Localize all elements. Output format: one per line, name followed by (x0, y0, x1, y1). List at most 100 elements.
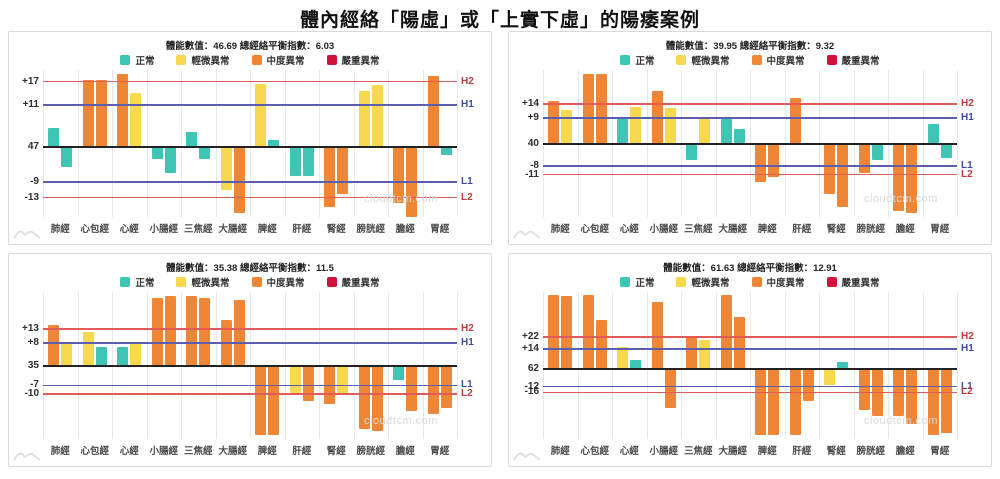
axis-label-h1: +14 (522, 342, 539, 354)
gridline-vertical (215, 70, 217, 217)
bar-5-1 (220, 147, 232, 190)
bar-2-1 (617, 119, 629, 144)
axis-label-l2: -11 (525, 168, 539, 180)
x-label-1: 心包經 (580, 224, 609, 235)
legend-chip-moderate (751, 54, 762, 65)
ref-line-h1 (543, 348, 957, 350)
x-label-7: 肝經 (292, 446, 312, 457)
bar-4-2 (199, 297, 211, 366)
ref-line-l2 (543, 173, 957, 176)
gridline-vertical (457, 70, 458, 217)
bar-1-2 (595, 74, 607, 144)
axis-label-h2: +17 (22, 75, 39, 87)
legend-item-severe: 嚴重異常 (326, 53, 380, 67)
bar-0-1 (548, 101, 560, 144)
bar-1-1 (82, 331, 94, 366)
x-label-9: 膀胱經 (356, 446, 385, 457)
wave-logo-icon (513, 230, 541, 239)
line-label-h2: H2 (461, 322, 474, 334)
bar-8-2 (337, 365, 349, 396)
zero-baseline (543, 142, 957, 145)
gridline-vertical (112, 70, 113, 217)
bar-3-1 (651, 302, 663, 370)
zero-baseline (43, 364, 457, 367)
x-label-0: 肺經 (50, 224, 70, 235)
ref-line-l1 (543, 165, 957, 167)
gridline-vertical (888, 292, 889, 439)
x-label-10: 膽經 (895, 446, 915, 457)
bar-0-2 (61, 342, 73, 366)
legend-label: 中度異常 (266, 55, 305, 67)
bar-9-2 (371, 365, 383, 431)
bar-7-1 (789, 369, 801, 435)
legend-label: 輕微異常 (191, 277, 230, 289)
chart-panel-3: 體能數值：35.38 總經絡平衡指數：11.5 正常 輕微異常 中度異常 嚴重異常 肺… (8, 253, 492, 467)
bar-9-2 (371, 85, 383, 148)
legend: 正常 輕微異常 中度異常 嚴重異常 (9, 275, 491, 289)
bar-5-2 (233, 147, 245, 214)
gridline-vertical (853, 292, 855, 439)
ref-line-l1 (543, 385, 957, 388)
gridline-vertical (457, 292, 458, 439)
bar-10-2 (906, 143, 918, 213)
gridline-vertical (181, 70, 182, 217)
bar-9-1 (358, 365, 370, 430)
x-label-11: 胃經 (430, 224, 450, 235)
gridline-vertical (77, 70, 79, 217)
axis-label-h2: +13 (22, 322, 39, 334)
legend-label: 中度異常 (266, 277, 305, 289)
legend-label: 輕微異常 (191, 55, 230, 67)
wave-logo-icon (13, 230, 41, 239)
legend-label: 正常 (135, 55, 155, 67)
bar-8-2 (837, 361, 849, 370)
ref-line-l2 (43, 196, 457, 199)
legend-item-severe: 嚴重異常 (826, 275, 880, 289)
line-label-l1: L1 (961, 380, 973, 392)
ref-line-h2 (43, 328, 457, 330)
ref-line-h1 (543, 117, 957, 119)
legend-label: 嚴重異常 (341, 55, 380, 67)
legend-chip-mild (176, 54, 187, 65)
legend-item-mild: 輕微異常 (676, 275, 730, 289)
wave-logo-icon (513, 452, 541, 461)
bar-4-1 (186, 296, 198, 366)
line-label-h1: H1 (461, 98, 474, 110)
bar-6-1 (755, 143, 767, 182)
bar-11-1 (427, 75, 439, 148)
x-label-0: 肺經 (50, 446, 70, 457)
bar-7-1 (289, 365, 301, 396)
bar-8-1 (824, 143, 836, 195)
bar-3-2 (664, 108, 676, 144)
line-label-h2: H2 (961, 97, 974, 109)
gridline-vertical (43, 70, 44, 217)
x-label-4: 三焦經 (183, 446, 213, 457)
legend-label: 嚴重異常 (841, 277, 880, 289)
line-label-l1: L1 (461, 176, 473, 188)
x-label-7: 肝經 (292, 224, 312, 235)
bar-8-2 (337, 147, 349, 194)
bar-2-2 (630, 360, 642, 370)
bar-7-1 (789, 98, 801, 144)
line-label-l2: L2 (461, 191, 473, 203)
axis-label-h2: +14 (522, 97, 539, 109)
x-label-2: 心經 (619, 224, 639, 235)
x-label-5: 大腸經 (218, 446, 247, 457)
legend-item-mild: 輕微異常 (676, 53, 730, 67)
x-label-5: 大腸經 (218, 224, 247, 235)
line-label-l2: L2 (961, 386, 973, 398)
x-axis-labels: 肺經 心包經 心經 小腸經 三焦經 大腸經 脾經 肝經 腎經 膀胱經 膽經 胃經 (543, 221, 957, 235)
x-label-7: 肝經 (792, 224, 812, 235)
bar-1-1 (82, 79, 94, 148)
gridline-vertical (922, 292, 924, 439)
x-label-1: 心包經 (80, 224, 109, 235)
bar-10-1 (393, 365, 405, 380)
bar-11-1 (927, 123, 939, 144)
bar-0-1 (548, 294, 560, 370)
x-label-7: 肝經 (792, 446, 812, 457)
legend-item-moderate: 中度異常 (251, 275, 305, 289)
zero-baseline (43, 146, 457, 149)
axis-label-l2: -13 (24, 191, 39, 203)
legend-chip-normal (120, 54, 131, 65)
x-label-5: 大腸經 (718, 224, 747, 235)
legend-chip-severe (326, 54, 337, 65)
